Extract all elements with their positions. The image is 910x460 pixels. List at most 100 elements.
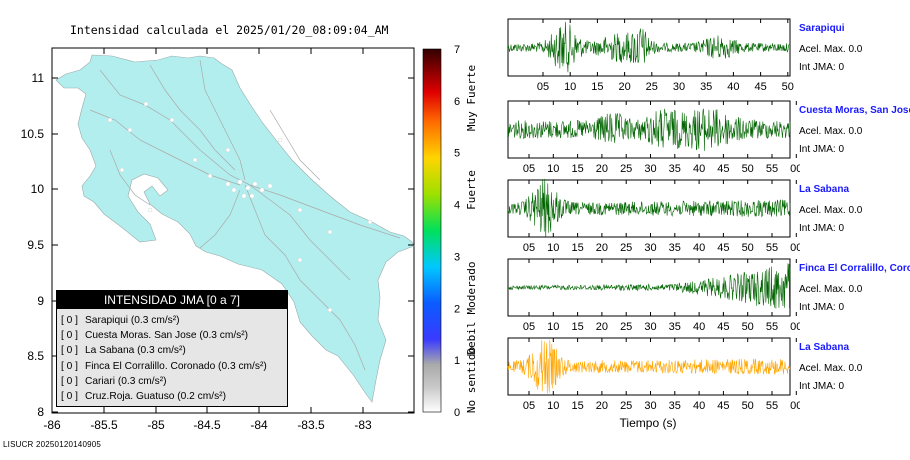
time-tick-label: 20 (596, 321, 608, 333)
colorbar-tick-label: 2 (454, 303, 460, 315)
time-tick-label: 45 (717, 242, 729, 254)
colorbar-tick-label: 1 (454, 355, 460, 367)
time-tick-label: 10 (547, 163, 559, 175)
lat-tick-label: 9 (37, 294, 44, 308)
waveform-panel: 05 10 15 20 25 30 35 40 45 50 55 00 (507, 100, 800, 175)
time-tick-label: 15 (571, 400, 583, 412)
time-axis-label: Tiempo (s) (620, 416, 677, 430)
time-tick-label: 50 (742, 400, 754, 412)
colorbar-label: Moderado (465, 262, 478, 315)
map-title: Intensidad calculada el 2025/01/20_08:09… (70, 23, 389, 37)
time-tick-label: 05 (523, 163, 535, 175)
time-tick-label: 30 (644, 321, 656, 333)
legend-station-text: Cruz.Roja. Guatuso (0.2 cm/s²) (85, 390, 226, 402)
lat-tick-label: 8.5 (27, 349, 44, 363)
time-tick-label: 05 (537, 81, 549, 93)
legend-row: [ 0 ] La Sabana (0.3 cm/s²) (57, 343, 287, 358)
station-acel-max: Acel. Max. 0.0 (799, 44, 863, 55)
station-name: La Sabana (799, 184, 850, 195)
legend-row: [ 0 ] Finca El Corralillo. Coronado (0.3 … (57, 359, 287, 374)
time-tick-label: 40 (693, 400, 705, 412)
colorbar-label: Fuerte (465, 170, 478, 210)
time-tick-label: 10 (547, 400, 559, 412)
intensity-legend: INTENSIDAD JMA [0 a 7] [ 0 ] Sarapiqui (0… (56, 290, 288, 407)
colorbar-tick-label: 4 (454, 200, 460, 212)
legend-row: [ 0 ] Cuesta Moras. San Jose (0.3 cm/s²) (57, 328, 287, 343)
time-tick-label: 50 (782, 81, 794, 93)
time-tick-label: 45 (717, 321, 729, 333)
legend-title: INTENSIDAD JMA [0 a 7] (57, 291, 287, 309)
station-acel-max: Acel. Max. 0.0 (799, 205, 863, 216)
legend-level: [ 0 ] (61, 330, 78, 342)
time-tick-label: 00 (790, 163, 800, 175)
time-tick-label: 15 (571, 321, 583, 333)
legend-station-text: Cariari (0.3 cm/s²) (85, 375, 167, 387)
time-tick-label: 45 (754, 81, 766, 93)
legend-station-text: La Sabana (0.3 cm/s²) (85, 345, 186, 357)
station-int-jma: Int JMA: 0 (799, 62, 845, 73)
lon-tick-label: -85.5 (90, 418, 118, 432)
waveform-panel: 05 10 15 20 25 30 35 40 45 50 55 00 (507, 178, 800, 254)
lat-tick-label: 9.5 (27, 238, 44, 252)
legend-level: [ 0 ] (61, 375, 78, 387)
lon-tick-label: -83 (354, 418, 372, 432)
time-tick-label: 00 (790, 242, 800, 254)
legend-station-text: Finca El Corralillo. Coronado (0.3 cm/s²… (85, 360, 267, 372)
lat-tick-label: 10.5 (21, 127, 45, 141)
colorbar-tick-label: 0 (454, 407, 460, 419)
waveform-trace (507, 21, 791, 73)
legend-level: [ 0 ] (61, 360, 78, 372)
colorbar-tick-label: 6 (454, 96, 460, 108)
colorbar-label: Muy Fuerte (465, 65, 478, 131)
station-int-jma: Int JMA: 0 (799, 302, 845, 313)
time-tick-label: 20 (596, 242, 608, 254)
lon-tick-label: -84.5 (193, 418, 221, 432)
time-tick-label: 30 (673, 81, 685, 93)
legend-station-text: Cuesta Moras. San Jose (0.3 cm/s²) (85, 330, 249, 342)
colorbar-gradient (422, 48, 442, 413)
station-acel-max: Acel. Max. 0.0 (799, 284, 863, 295)
station-name: Finca El Corralillo, Coronado (799, 263, 910, 274)
time-tick-label: 25 (646, 81, 658, 93)
waveform-trace (507, 263, 791, 309)
waveform-trace (507, 339, 791, 394)
time-tick-label: 40 (727, 81, 739, 93)
time-tick-label: 45 (717, 400, 729, 412)
waveform-trace (507, 108, 791, 151)
time-tick-label: 30 (644, 163, 656, 175)
colorbar-tick-label: 7 (454, 44, 460, 56)
station-int-jma: Int JMA: 0 (799, 144, 845, 155)
time-tick-label: 10 (547, 321, 559, 333)
time-tick-label: 40 (693, 163, 705, 175)
road-network (89, 59, 401, 371)
time-tick-label: 15 (571, 242, 583, 254)
station-name: Cuesta Moras, San Jose (799, 105, 910, 116)
station-dots (107, 101, 373, 313)
legend-level: [ 0 ] (61, 315, 78, 326)
station-int-jma: Int JMA: 0 (799, 381, 845, 392)
legend-row: [ 0 ] Cariari (0.3 cm/s²) (57, 374, 287, 389)
lat-tick-label: 11 (32, 71, 45, 85)
waveform-frame (507, 100, 791, 159)
time-tick-label: 20 (596, 163, 608, 175)
legend-level: [ 0 ] (61, 345, 78, 357)
time-tick-label: 35 (700, 81, 712, 93)
lon-tick-label: -84 (250, 418, 268, 432)
time-tick-label: 50 (742, 163, 754, 175)
time-tick-label: 25 (620, 400, 632, 412)
legend-station-text: Sarapiqui (0.3 cm/s²) (85, 315, 180, 326)
waveform-trace (507, 178, 791, 237)
time-tick-label: 35 (669, 400, 681, 412)
time-tick-label: 20 (596, 400, 608, 412)
waveform-panels: 05 10 15 20 25 30 35 40 45 50 05 10 15 20 25 30 35 40 45 50… (507, 18, 800, 430)
time-tick-label: 40 (693, 242, 705, 254)
lon-tick-label: -86 (43, 418, 61, 432)
time-tick-label: 10 (547, 242, 559, 254)
colorbar-tick-label: 3 (454, 251, 460, 263)
costa-rica-land (55, 54, 415, 403)
time-tick-label: 45 (717, 163, 729, 175)
colorbar-label: No sentido (465, 347, 478, 413)
time-tick-label: 50 (742, 321, 754, 333)
time-tick-label: 55 (766, 321, 778, 333)
lon-tick-label: -85 (147, 418, 165, 432)
